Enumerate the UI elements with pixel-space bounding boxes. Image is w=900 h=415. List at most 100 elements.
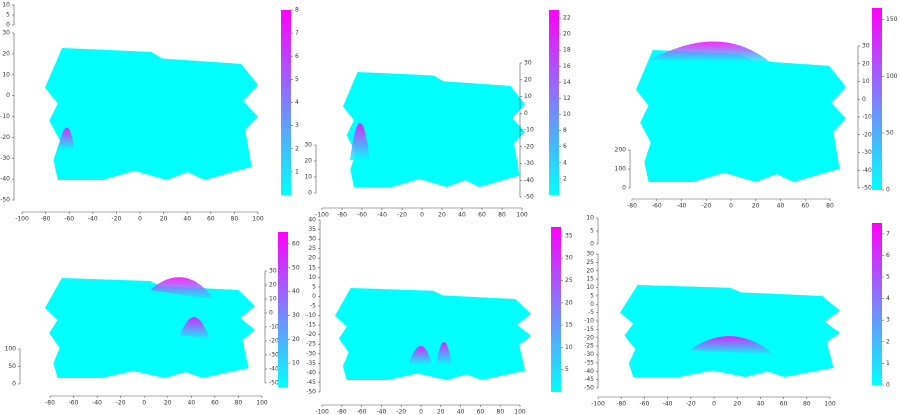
x-tick-label: -40 (92, 400, 102, 407)
colorbar-tick-label: 3 (886, 317, 890, 324)
colorbar-tick-label: 150 (886, 16, 898, 23)
colorbar-tick-label: 30 (565, 255, 573, 262)
x-tick-label: -80 (337, 409, 347, 415)
z-tick-label: 100 (5, 346, 17, 353)
z-tick-label: 0 (6, 22, 10, 29)
x-tick-label: 60 (801, 203, 809, 210)
x-tick-label: 100 (252, 216, 264, 223)
colorbar-tick-label: 7 (886, 230, 890, 237)
colorbar-tick-label: 30 (292, 312, 300, 319)
x-tick-label: 40 (458, 212, 466, 219)
y-tick-label: -50 (862, 185, 872, 192)
colorbar-tick-label: 7 (295, 30, 299, 37)
x-tick-label: 60 (477, 409, 485, 415)
x-tick-label: 20 (752, 203, 760, 210)
colorbar-tick-label: 60 (292, 240, 300, 247)
y-tick-label: -25 (306, 341, 316, 348)
y-tick-label: 25 (586, 259, 594, 266)
x-tick-label: -100 (15, 216, 29, 223)
x-tick-label: -40 (376, 409, 386, 415)
y-tick-label: -10 (0, 113, 10, 120)
colorbar-tick-label: 6 (563, 143, 567, 150)
y-tick-label: -10 (524, 127, 534, 134)
x-tick-label: 20 (733, 401, 741, 408)
colorbar-tick-label: 100 (886, 73, 898, 80)
colorbar-tick-label: 15 (565, 322, 573, 329)
y-tick-label: 20 (308, 255, 316, 262)
surface-peak (350, 123, 370, 160)
y-tick-label: 10 (862, 78, 870, 85)
y-tick-label: -20 (862, 131, 872, 138)
panel: -100 -80 -60 -40 -20 0 20 40 60 80 1003020100-10-2… (304, 10, 571, 219)
z-tick-label: 30 (304, 142, 312, 149)
x-tick-label: 0 (729, 203, 733, 210)
x-tick-label: 80 (498, 212, 506, 219)
x-tick-label: 20 (438, 212, 446, 219)
colorbar (281, 10, 291, 195)
y-tick-label: -50 (0, 197, 10, 204)
y-tick-label: 30 (2, 30, 10, 37)
y-tick-label: 25 (308, 245, 316, 252)
z-tick-label: 5 (590, 228, 594, 235)
x-tick-label: 100 (514, 409, 526, 415)
y-tick-label: 15 (586, 276, 594, 283)
y-tick-label: 10 (524, 93, 532, 100)
colorbar-tick-label: 3 (295, 122, 299, 129)
y-tick-label: -20 (269, 338, 279, 345)
colorbar-tick-label: 5 (886, 274, 890, 281)
colorbar-tick-label: 20 (565, 299, 573, 306)
panel: -80 -60 -40 -20 0 20 40 60 803020100-10-20-30-40… (615, 8, 898, 210)
z-tick-label: 50 (8, 363, 16, 370)
x-tick-label: -60 (64, 216, 74, 223)
y-tick-label: 10 (269, 296, 277, 303)
surface-peak (436, 342, 452, 365)
x-tick-label: 80 (496, 409, 504, 415)
colorbar-tick-label: 6 (295, 53, 299, 60)
x-tick-label: 20 (164, 400, 172, 407)
x-tick-label: 0 (138, 216, 142, 223)
y-tick-label: 20 (586, 267, 594, 274)
y-tick-label: -10 (269, 324, 279, 331)
x-tick-label: 20 (437, 409, 445, 415)
y-tick-label: 40 (308, 217, 316, 224)
y-tick-label: -45 (584, 376, 594, 383)
x-tick-label: 100 (824, 401, 836, 408)
colorbar-tick-label: 6 (886, 252, 890, 259)
x-tick-label: -60 (357, 212, 367, 219)
y-tick-label: -40 (269, 366, 279, 373)
x-tick-label: -20 (396, 409, 406, 415)
colorbar (872, 223, 882, 385)
x-tick-label: -100 (315, 409, 329, 415)
colorbar-tick-label: 50 (886, 130, 894, 137)
y-tick-label: -15 (584, 326, 594, 333)
surface (343, 72, 525, 187)
x-tick-label: -80 (627, 203, 637, 210)
surface-peak (690, 336, 775, 355)
y-tick-label: -30 (584, 351, 594, 358)
colorbar-tick-label: 2 (563, 175, 567, 182)
x-tick-label: -60 (357, 409, 367, 415)
y-tick-label: -40 (306, 369, 316, 376)
y-tick-label: 20 (862, 60, 870, 67)
panel: -80 -60 -40 -20 0 20 40 60 80 1003020100-10-20-30… (5, 232, 300, 407)
colorbar-tick-label: 5 (565, 366, 569, 373)
y-tick-label: 0 (6, 92, 10, 99)
colorbar (278, 232, 288, 387)
y-tick-label: -40 (584, 368, 594, 375)
y-tick-label: 5 (590, 292, 594, 299)
y-tick-label: -30 (524, 160, 534, 167)
surface (636, 50, 846, 182)
y-tick-label: -50 (306, 389, 316, 396)
colorbar-tick-label: 16 (563, 63, 571, 70)
colorbar-tick-label: 1 (886, 360, 890, 367)
y-tick-label: -20 (306, 331, 316, 338)
x-tick-label: 40 (757, 401, 765, 408)
colorbar-tick-label: 5 (295, 76, 299, 83)
surface-peak (650, 41, 770, 62)
colorbar-tick-label: 10 (565, 344, 573, 351)
surface (620, 285, 840, 377)
panel: -100 -80 -60 -40 -20 0 20 40 60 80 100403530252015… (306, 217, 573, 415)
colorbar-tick-label: 0 (886, 382, 890, 389)
y-tick-label: 20 (2, 50, 10, 57)
colorbar (551, 227, 561, 392)
